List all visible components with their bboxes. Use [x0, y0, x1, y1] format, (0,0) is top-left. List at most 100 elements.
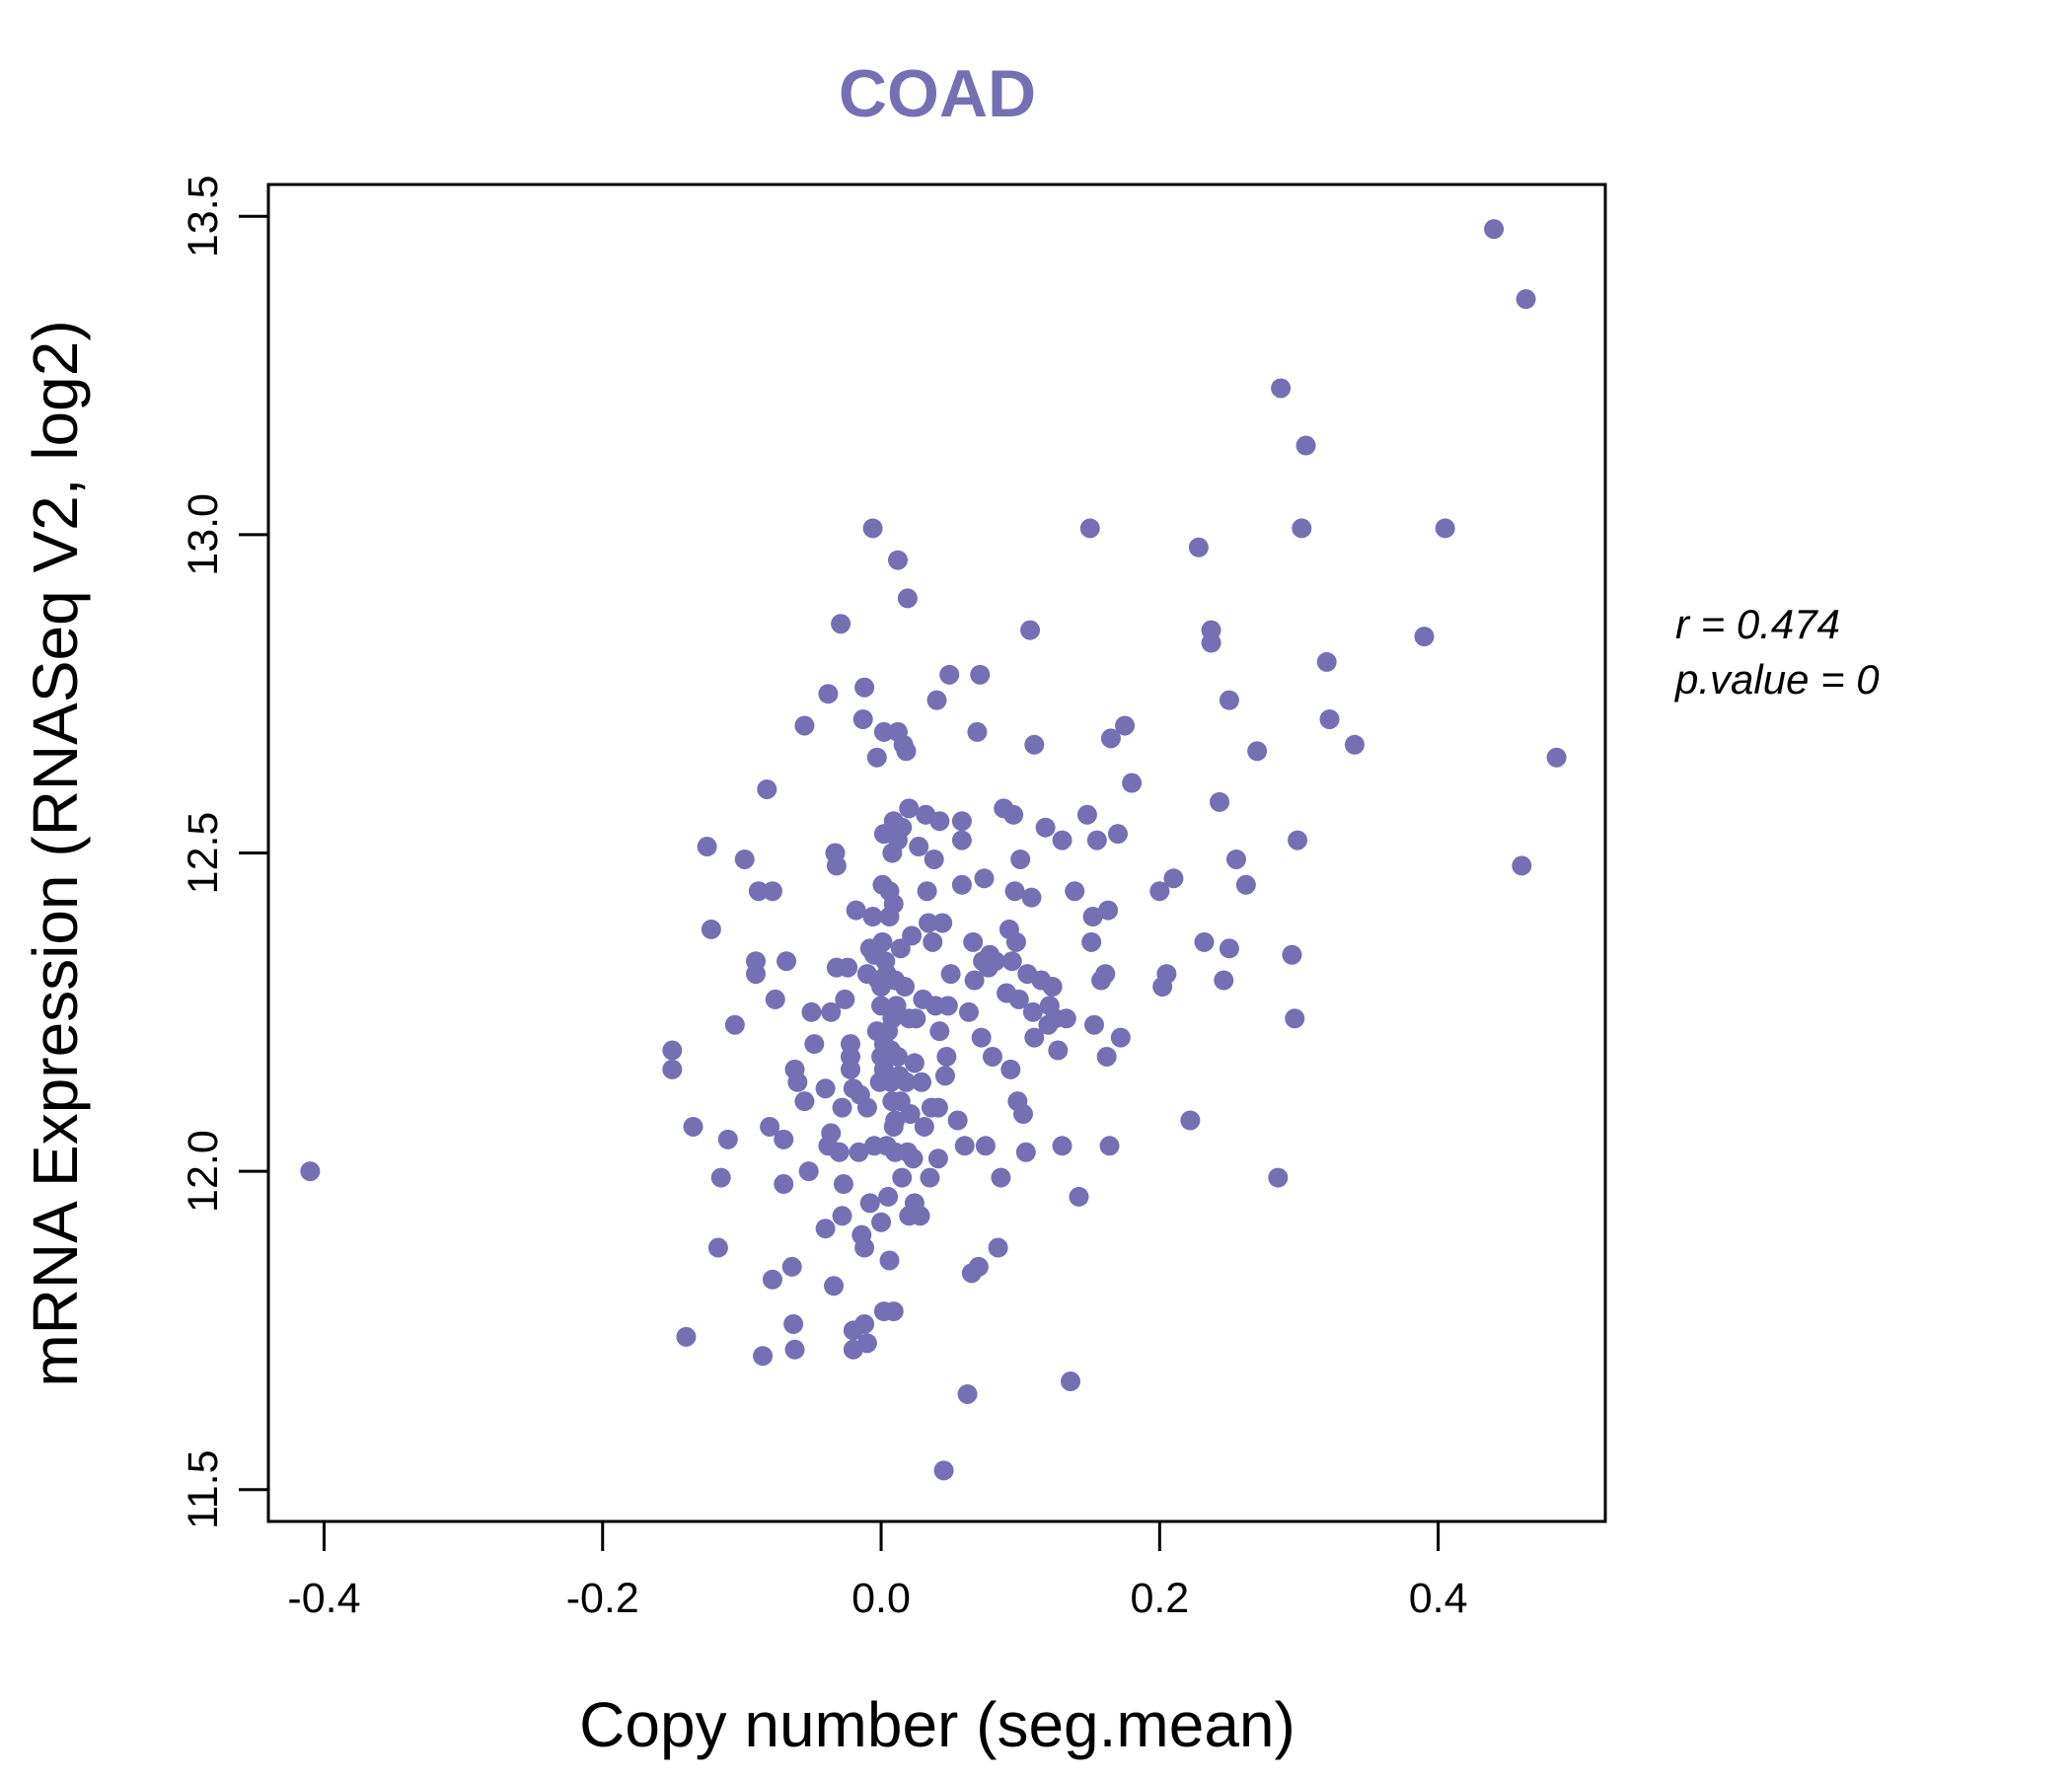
scatter-point	[926, 690, 947, 710]
scatter-point	[1219, 690, 1239, 710]
scatter-point	[974, 868, 995, 889]
scatter-point	[784, 1339, 805, 1360]
scatter-point	[1022, 1001, 1043, 1022]
scatter-point	[1081, 931, 1102, 952]
x-axis: -0.4 -0.2 0.0 0.2 0.4	[287, 1519, 1468, 1622]
scatter-point	[951, 830, 972, 851]
scatter-point	[909, 837, 929, 857]
scatter-point	[1512, 855, 1532, 876]
scatter-point	[862, 518, 883, 539]
scatter-point	[1079, 518, 1100, 539]
x-tick-label: 0.0	[851, 1575, 911, 1622]
scatter-point	[862, 907, 883, 927]
scatter-point	[1414, 627, 1435, 647]
scatter-point	[1188, 537, 1209, 557]
scatter-point	[1285, 1008, 1305, 1029]
scatter-point	[1042, 977, 1063, 997]
scatter-point	[1268, 1167, 1289, 1188]
scatter-point	[1048, 1040, 1069, 1061]
scatter-point	[883, 894, 904, 915]
scatter-point	[818, 684, 839, 704]
scatter-point	[815, 1078, 836, 1099]
scatter-point	[859, 1193, 880, 1214]
scatter-point	[762, 881, 782, 902]
scatter-point	[801, 1001, 822, 1022]
scatter-point	[982, 1046, 1002, 1067]
scatter-point	[833, 1174, 853, 1195]
scatter-point	[1115, 715, 1136, 736]
scatter-point	[781, 1256, 802, 1277]
scatter-point	[852, 709, 873, 729]
scatter-point	[777, 951, 797, 972]
scatter-point	[975, 1136, 996, 1156]
scatter-point	[871, 996, 892, 1016]
correlation-label: r = 0.474	[1675, 601, 1840, 647]
scatter-point	[951, 874, 972, 895]
scatter-point	[967, 721, 988, 742]
scatter-point	[831, 614, 851, 634]
scatter-point	[832, 1206, 852, 1226]
scatter-point	[1122, 773, 1143, 793]
scatter-point	[1076, 804, 1097, 825]
scatter-point	[971, 1027, 992, 1048]
scatter-point	[883, 1301, 904, 1322]
scatter-point	[1100, 728, 1121, 749]
scatter-point	[902, 925, 923, 946]
scatter-point	[760, 1116, 780, 1137]
scatter-point	[1096, 1046, 1117, 1067]
scatter-point	[896, 1072, 917, 1092]
y-tick-label: 12.5	[180, 812, 227, 895]
scatter-point	[929, 1021, 950, 1042]
scatter-point	[936, 1046, 957, 1067]
scatter-point	[947, 1110, 968, 1131]
scatter-point	[1319, 709, 1340, 729]
scatter-point	[748, 881, 769, 902]
scatter-point	[887, 550, 908, 570]
scatter-point	[1013, 1104, 1034, 1125]
scatter-point	[774, 1129, 794, 1149]
scatter-point	[835, 989, 855, 1009]
scatter-point	[1516, 289, 1536, 310]
scatter-point	[1004, 881, 1025, 902]
scatter-point	[856, 1333, 877, 1354]
scatter-point	[890, 938, 911, 959]
scatter-point	[985, 951, 1005, 972]
pvalue-label: p.value = 0	[1673, 656, 1880, 703]
scatter-point	[798, 1161, 819, 1182]
scatter-point	[968, 1256, 989, 1277]
scatter-point	[783, 1313, 804, 1334]
scatter-point	[914, 1116, 934, 1137]
scatter-point	[697, 837, 717, 857]
scatter-point	[1156, 964, 1177, 985]
y-tick-label: 13.5	[180, 175, 227, 258]
scatter-point	[849, 1142, 869, 1162]
scatter-point	[717, 1129, 738, 1149]
scatter-point	[826, 855, 847, 876]
scatter-point	[854, 677, 875, 698]
scatter-point	[1295, 435, 1316, 456]
scatter-point	[1484, 219, 1505, 240]
scatter-point	[964, 970, 985, 991]
scatter-point	[815, 1219, 836, 1239]
scatter-point	[1225, 849, 1246, 869]
scatter-point	[910, 1206, 930, 1226]
scatter-point	[932, 913, 953, 933]
scatter-point	[1210, 791, 1230, 812]
scatter-point	[900, 1104, 921, 1125]
scatter-point	[757, 778, 777, 799]
scatter-point	[1021, 887, 1042, 908]
scatter-point	[919, 913, 939, 933]
scatter-point	[895, 977, 916, 997]
scatter-point	[879, 1250, 900, 1271]
scatter-point	[710, 1167, 731, 1188]
scatter-point	[1099, 1136, 1120, 1156]
scatter-point	[911, 1072, 931, 1092]
scatter-point	[794, 1091, 815, 1112]
scatter-point	[846, 900, 866, 921]
scatter-point	[954, 1136, 975, 1156]
scatter-point	[821, 1123, 842, 1144]
scatter-point	[920, 1167, 940, 1188]
scatter-point	[804, 1034, 825, 1055]
scatter-point	[1052, 830, 1073, 851]
y-tick-label: 13.0	[180, 493, 227, 576]
